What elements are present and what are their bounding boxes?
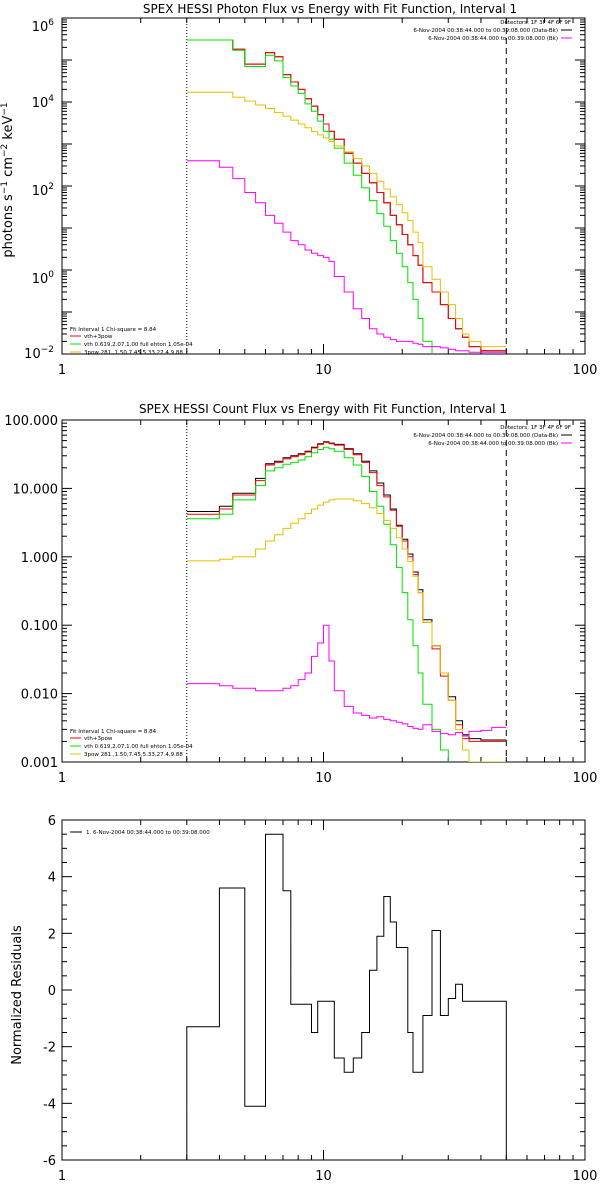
y-tick-label: 106: [32, 18, 55, 35]
series-line-4: [186, 624, 507, 737]
x-tick-label: 1: [58, 1169, 66, 1184]
legend-entry-data-bk: 6-Nov-2004 00:38:44.000 to 00:39:08.000 …: [413, 28, 558, 34]
series-line-1: [186, 39, 507, 352]
y-tick-label: -2: [43, 1041, 56, 1056]
legend-entry-bk: 6-Nov-2004 00:38:44.000 to 00:39:08.000 …: [428, 441, 558, 447]
y-tick-label: 102: [32, 182, 54, 199]
legend-detectors: Detectors: 1F 3F 4F 6F 9F: [500, 425, 571, 431]
x-tick-label: 1: [58, 771, 66, 786]
series-line-3: [186, 498, 507, 762]
legend-fit-header: Fit Interval 1 Chi-square = 8.84: [70, 729, 157, 735]
legend-detectors: Detectors: 1F 3F 4F 6F 9F: [500, 20, 571, 26]
y-tick-label: 1.000: [21, 551, 58, 566]
x-tick-label: 10: [315, 771, 332, 786]
x-tick-label: 100: [573, 363, 598, 378]
y-tick-label: -4: [43, 1097, 56, 1112]
x-tick-label: 100: [573, 771, 598, 786]
legend-entry-3pow: 3pow 281.,1.50,7.45,5.33,27.4,9.88: [84, 752, 183, 758]
photon-flux-title: SPEX HESSI Photon Flux vs Energy with Fi…: [143, 2, 517, 16]
y-tick-label: 6: [48, 814, 56, 829]
count-flux-bottom-left-legend: Fit Interval 1 Chi-square = 8.84 vth+3po…: [70, 729, 193, 758]
legend-entry-data-bk: 6-Nov-2004 00:38:44.000 to 00:39:08.000 …: [413, 433, 558, 439]
y-tick-label: -6: [43, 1154, 56, 1169]
svg-text:photons s−1 cm−2 keV−1: photons s−1 cm−2 keV−1: [0, 102, 16, 257]
y-tick-label: 4: [48, 871, 56, 886]
legend-entry-vth: vth 0.619,2.07,1.00 full ehton 1.05e-04: [84, 342, 193, 348]
series-line-0: [186, 441, 507, 741]
y-tick-label: 0.010: [21, 688, 58, 703]
series-line-1: [186, 441, 507, 742]
series-line-3: [186, 91, 507, 348]
residuals-panel: Normalized Residuals 1. 6-Nov-2004 00:38…: [10, 814, 597, 1184]
count-flux-panel: SPEX HESSI Count Flux vs Energy with Fit…: [4, 402, 597, 786]
legend-entry-vth3pow: vth+3pow: [84, 736, 113, 742]
series-line-0: [186, 833, 507, 1160]
legend-entry-vth3pow: vth+3pow: [84, 334, 113, 340]
y-tick-label: 104: [32, 94, 55, 111]
y-tick-label: 100: [32, 270, 55, 287]
legend-fit-header: Fit Interval 1 Chi-square = 8.84: [70, 327, 157, 333]
y-tick-label: 2: [48, 927, 56, 942]
photon-flux-ylabel: photons s−1 cm−2 keV−1: [0, 102, 16, 257]
legend-entry-3pow: 3pow 281.,1.50,7.45,5.33,27.4,9.88: [84, 350, 183, 356]
y-tick-label: 100.000: [4, 414, 58, 429]
residuals-ylabel: Normalized Residuals: [10, 925, 25, 1065]
y-tick-label: 10−2: [24, 345, 54, 362]
series-line-2: [186, 39, 433, 354]
legend-entry-vth: vth 0.619,2.07,1.00 full ehton 1.05e-04: [84, 744, 193, 750]
y-tick-label: 10.000: [13, 482, 59, 497]
y-tick-label: 0.001: [21, 756, 58, 771]
x-tick-label: 1: [58, 363, 66, 378]
y-tick-label: 0: [48, 984, 56, 999]
x-tick-label: 10: [315, 1169, 332, 1184]
series-line-2: [186, 446, 449, 762]
photon-flux-panel: SPEX HESSI Photon Flux vs Energy with Fi…: [0, 2, 597, 378]
series-line-0: [186, 39, 507, 352]
photon-flux-top-right-legend: Detectors: 1F 3F 4F 6F 9F 6-Nov-2004 00:…: [413, 20, 572, 42]
legend-entry-residual: 1. 6-Nov-2004 00:38:44.000 to 00:39:08.0…: [86, 830, 210, 836]
legend-entry-bk: 6-Nov-2004 00:38:44.000 to 00:39:08.000 …: [428, 36, 558, 42]
series-line-4: [186, 160, 507, 353]
photon-flux-bottom-left-legend: Fit Interval 1 Chi-square = 8.84 vth+3po…: [70, 327, 193, 356]
residuals-legend: 1. 6-Nov-2004 00:38:44.000 to 00:39:08.0…: [70, 830, 210, 836]
x-tick-label: 100: [573, 1169, 598, 1184]
x-tick-label: 10: [315, 363, 332, 378]
y-tick-label: 0.100: [21, 619, 58, 634]
count-flux-top-right-legend: Detectors: 1F 3F 4F 6F 9F 6-Nov-2004 00:…: [413, 425, 572, 447]
count-flux-title: SPEX HESSI Count Flux vs Energy with Fit…: [139, 402, 507, 416]
